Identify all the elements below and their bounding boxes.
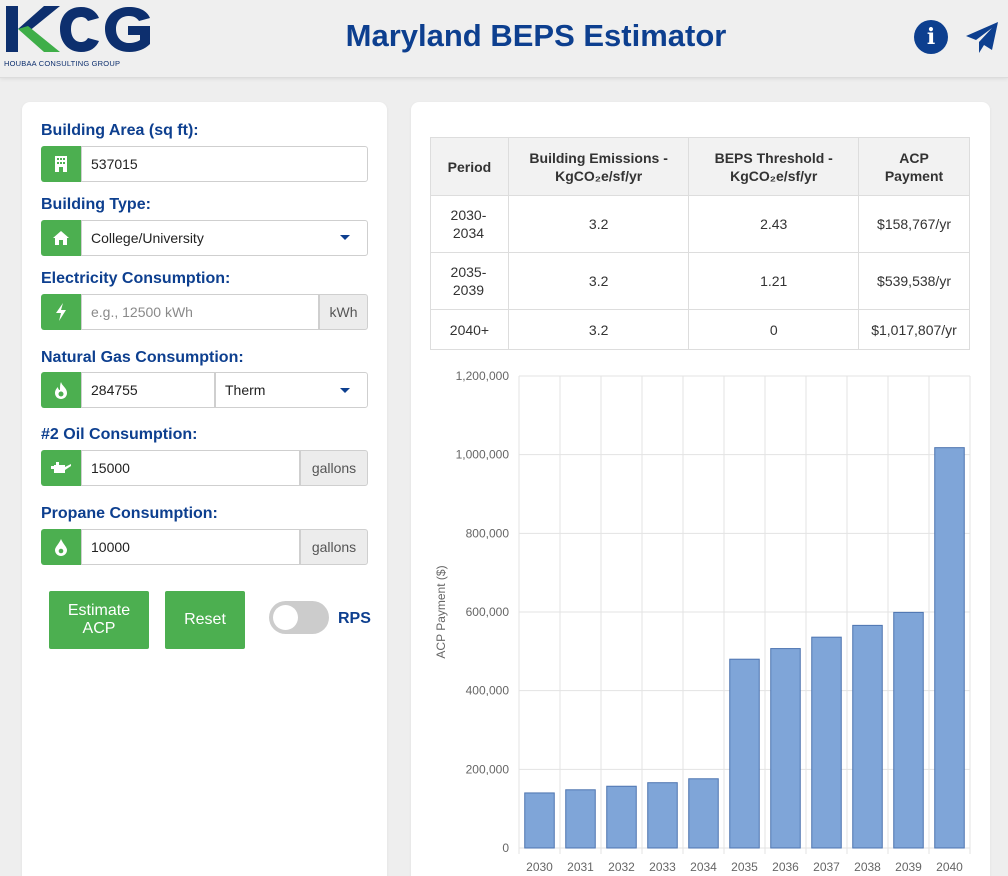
header-threshold-text: BEPS Threshold - KgCO₂e/sf/yr (714, 149, 833, 184)
acp-bar-chart: 0 200,000 400,000 600,000 800,000 1,000,000 1,… (430, 365, 978, 876)
chevron-down-icon (340, 388, 350, 393)
rps-toggle[interactable] (269, 601, 329, 634)
results-table: Period Building Emissions - KgCO₂e/sf/yr… (430, 137, 970, 350)
table-row: 2030-2034 3.2 2.43 $158,767/yr (430, 195, 970, 253)
natural-gas-unit-select[interactable]: Therm (215, 372, 368, 408)
input-panel (22, 102, 387, 876)
table-cell-emissions: 3.2 (507, 195, 690, 253)
y-tick-label: 200,000 (466, 762, 510, 776)
chart-bar (729, 658, 760, 849)
building-type-select[interactable]: College/University (81, 220, 368, 256)
column-header-period: Period (430, 137, 509, 196)
table-cell-threshold: 1.21 (688, 252, 860, 310)
table-cell-threshold: 0 (688, 309, 860, 350)
electricity-unit: kWh (319, 294, 368, 330)
x-tick-label: 2040 (936, 860, 963, 874)
chart-bar (811, 636, 842, 849)
natural-gas-input[interactable]: 284755 (81, 372, 215, 408)
x-tick-label: 2038 (854, 860, 881, 874)
electricity-input[interactable]: e.g., 12500 kWh (81, 294, 319, 330)
table-cell-period: 2040+ (430, 309, 509, 350)
estimate-acp-button[interactable]: Estimate ACP (49, 591, 149, 649)
table-cell-emissions: 3.2 (507, 252, 690, 310)
column-header-acp: ACP Payment (858, 137, 970, 196)
x-tick-label: 2035 (731, 860, 758, 874)
chart-bar (852, 624, 883, 849)
table-cell-acp: $1,017,807/yr (858, 309, 970, 350)
info-icon[interactable]: i (914, 20, 948, 54)
column-header-threshold: BEPS Threshold - KgCO₂e/sf/yr (688, 137, 860, 196)
table-cell-period: 2030-2034 (430, 195, 509, 253)
table-cell-emissions: 3.2 (507, 309, 690, 350)
table-cell-acp: $158,767/yr (858, 195, 970, 253)
oil-unit: gallons (300, 450, 368, 486)
building-type-label: Building Type: (41, 196, 151, 213)
y-axis-label: ACP Payment ($) (434, 565, 448, 658)
header-emissions-text: Building Emissions - KgCO₂e/sf/yr (529, 149, 668, 184)
chart-bar (647, 782, 678, 849)
propane-label: Propane Consumption: (41, 505, 218, 522)
x-tick-label: 2034 (690, 860, 717, 874)
y-tick-label: 1,200,000 (456, 369, 510, 383)
propane-input[interactable]: 10000 (81, 529, 300, 565)
y-tick-label: 400,000 (466, 684, 510, 698)
flame-icon (41, 372, 81, 408)
paper-plane-icon[interactable] (964, 20, 1000, 56)
x-tick-label: 2037 (813, 860, 840, 874)
electricity-label: Electricity Consumption: (41, 270, 231, 287)
x-tick-label: 2036 (772, 860, 799, 874)
header-acp-text: ACP Payment (884, 149, 944, 184)
table-cell-acp: $539,538/yr (858, 252, 970, 310)
table-row: 2035-2039 3.2 1.21 $539,538/yr (430, 252, 970, 310)
chevron-down-icon (340, 235, 350, 240)
building-icon (41, 146, 81, 182)
y-tick-label: 0 (502, 841, 509, 855)
y-tick-label: 1,000,000 (456, 448, 510, 462)
reset-button[interactable]: Reset (165, 591, 245, 649)
y-tick-label: 600,000 (466, 605, 510, 619)
chart-bar (934, 447, 965, 849)
oil-label: #2 Oil Consumption: (41, 426, 198, 443)
period-text: 2030-2034 (450, 207, 487, 241)
logo-subtitle: HOUBAA CONSULTING GROUP (4, 59, 121, 68)
table-cell-threshold: 2.43 (688, 195, 860, 253)
y-tick-label: 800,000 (466, 526, 510, 540)
x-tick-label: 2039 (895, 860, 922, 874)
building-area-input[interactable]: 537015 (81, 146, 368, 182)
app-header: HOUBAA CONSULTING GROUP Maryland BEPS Es… (0, 0, 1008, 78)
chart-bar (688, 778, 719, 849)
kcg-logo: HOUBAA CONSULTING GROUP (4, 4, 154, 68)
chart-bar (893, 611, 924, 849)
building-area-label: Building Area (sq ft): (41, 122, 199, 139)
propane-unit: gallons (300, 529, 368, 565)
page-title: Maryland BEPS Estimator (345, 18, 727, 53)
chart-svg: 0 200,000 400,000 600,000 800,000 1,000,000 1,… (434, 369, 971, 874)
chart-bar (606, 785, 637, 849)
oil-input[interactable]: 15000 (81, 450, 300, 486)
natural-gas-label: Natural Gas Consumption: (41, 349, 244, 366)
chart-bar (524, 792, 555, 849)
home-icon (41, 220, 81, 256)
chart-bar (770, 648, 801, 849)
column-header-emissions: Building Emissions - KgCO₂e/sf/yr (507, 137, 690, 196)
chart-bar (565, 789, 596, 849)
oil-can-icon (41, 450, 81, 486)
toggle-knob (273, 605, 298, 630)
table-cell-period: 2035-2039 (430, 252, 509, 310)
droplet-icon (41, 529, 81, 565)
x-tick-label: 2031 (567, 860, 594, 874)
table-header-row: Period Building Emissions - KgCO₂e/sf/yr… (430, 137, 970, 196)
x-tick-label: 2032 (608, 860, 635, 874)
table-row: 2040+ 3.2 0 $1,017,807/yr (430, 309, 970, 350)
rps-label: RPS (338, 610, 371, 627)
x-tick-label: 2030 (526, 860, 553, 874)
bolt-icon (41, 294, 81, 330)
period-text: 2035-2039 (450, 264, 487, 298)
x-tick-label: 2033 (649, 860, 676, 874)
